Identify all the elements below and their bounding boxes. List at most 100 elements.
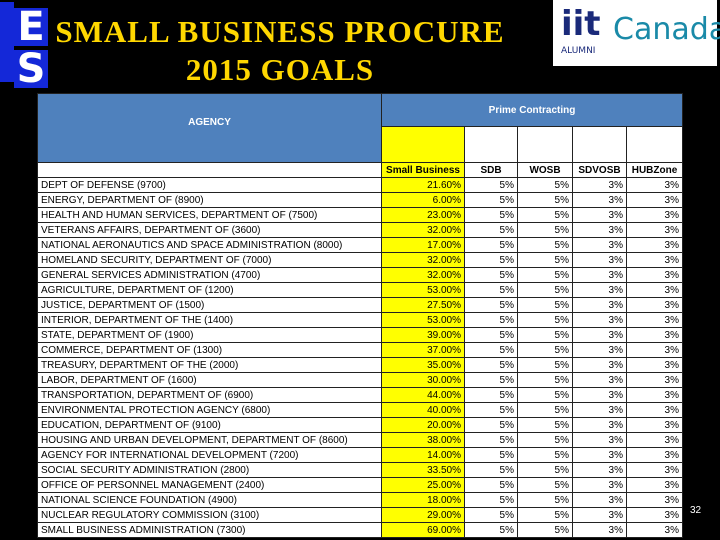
goal-cell: 40.00% xyxy=(381,402,465,418)
table-row: SMALL BUSINESS ADMINISTRATION (7300) 69.0… xyxy=(37,522,683,538)
agency-name: SOCIAL SECURITY ADMINISTRATION (2800) xyxy=(37,462,382,478)
goal-cell: 5% xyxy=(517,522,573,538)
column-header: SDVOSB xyxy=(572,162,627,178)
agency-name: JUSTICE, DEPARTMENT OF (1500) xyxy=(37,297,382,313)
agency-name: HOMELAND SECURITY, DEPARTMENT OF (7000) xyxy=(37,252,382,268)
goal-cell: 3% xyxy=(572,282,627,298)
goal-cell: 5% xyxy=(464,522,518,538)
goal-cell: 3% xyxy=(626,462,683,478)
logo-country: Canada xyxy=(613,12,720,47)
goal-cell: 3% xyxy=(572,372,627,388)
goal-cell: 3% xyxy=(572,252,627,268)
goal-cell: 5% xyxy=(464,447,518,463)
table-row: HEALTH AND HUMAN SERVICES, DEPARTMENT OF… xyxy=(37,207,683,223)
goal-cell: 5% xyxy=(517,237,573,253)
goal-cell: 5% xyxy=(464,372,518,388)
logo-letter: E xyxy=(14,8,48,46)
goal-cell: 5% xyxy=(464,387,518,403)
goal-cell: 5% xyxy=(517,462,573,478)
goal-cell: 32.00% xyxy=(381,267,465,283)
agency-name: NUCLEAR REGULATORY COMMISSION (3100) xyxy=(37,507,382,523)
goal-cell: 3% xyxy=(572,177,627,193)
goal-cell: 3% xyxy=(626,357,683,373)
goal-cell: 3% xyxy=(572,387,627,403)
title-line: 2015 GOALS xyxy=(185,52,375,87)
goal-cell: 29.00% xyxy=(381,507,465,523)
goal-cell: 33.50% xyxy=(381,462,465,478)
agency-name: SMALL BUSINESS ADMINISTRATION (7300) xyxy=(37,522,382,538)
goal-cell: 3% xyxy=(626,267,683,283)
table-row: DEPT OF DEFENSE (9700) 21.60% 5% 5% 3% 3% xyxy=(37,177,683,193)
table-row: JUSTICE, DEPARTMENT OF (1500) 27.50% 5% 5% 3… xyxy=(37,297,683,313)
table-row: INTERIOR, DEPARTMENT OF THE (1400) 53.00%… xyxy=(37,312,683,328)
logo-iit: iit xyxy=(561,4,601,44)
goal-cell: 3% xyxy=(626,522,683,538)
goal-cell: 5% xyxy=(464,402,518,418)
goal-cell: 5% xyxy=(517,312,573,328)
goal-cell: 3% xyxy=(626,207,683,223)
column-header: WOSB xyxy=(517,162,573,178)
table-row: VETERANS AFFAIRS, DEPARTMENT OF (3600) 32… xyxy=(37,222,683,238)
goal-cell: 5% xyxy=(517,447,573,463)
goal-cell: 5% xyxy=(517,402,573,418)
table-row: NATIONAL AERONAUTICS AND SPACE ADMINISTR… xyxy=(37,237,683,253)
goal-cell: 53.00% xyxy=(381,282,465,298)
goal-cell: 5% xyxy=(517,282,573,298)
goal-cell: 5% xyxy=(517,417,573,433)
agency-name: AGENCY FOR INTERNATIONAL DEVELOPMENT (72… xyxy=(37,447,382,463)
goal-cell: 69.00% xyxy=(381,522,465,538)
page-number: 32 xyxy=(690,505,702,516)
goal-cell: 5% xyxy=(517,342,573,358)
goal-cell: 3% xyxy=(572,462,627,478)
logo-letter: S xyxy=(14,50,48,88)
partner-logo: iit ALUMNI Canada xyxy=(553,0,720,66)
blank xyxy=(626,126,683,163)
agency-name: LABOR, DEPARTMENT OF (1600) xyxy=(37,372,382,388)
goal-cell: 5% xyxy=(517,297,573,313)
blank xyxy=(37,162,382,178)
goal-cell: 3% xyxy=(626,372,683,388)
goal-cell: 5% xyxy=(517,387,573,403)
table-row: AGENCY FOR INTERNATIONAL DEVELOPMENT (72… xyxy=(37,447,683,463)
goal-cell: 3% xyxy=(572,432,627,448)
goal-cell: 3% xyxy=(626,177,683,193)
table-row: COMMERCE, DEPARTMENT OF (1300) 37.00% 5% 5%… xyxy=(37,342,683,358)
agency-name: INTERIOR, DEPARTMENT OF THE (1400) xyxy=(37,312,382,328)
goal-cell: 27.50% xyxy=(381,297,465,313)
goal-cell: 3% xyxy=(572,402,627,418)
goal-cell: 3% xyxy=(626,477,683,493)
agency-name: HOUSING AND URBAN DEVELOPMENT, DEPARTMEN… xyxy=(37,432,382,448)
goal-cell: 5% xyxy=(464,462,518,478)
agency-name: STATE, DEPARTMENT OF (1900) xyxy=(37,327,382,343)
agency-name: OFFICE OF PERSONNEL MANAGEMENT (2400) xyxy=(37,477,382,493)
goal-cell: 6.00% xyxy=(381,192,465,208)
goal-cell: 3% xyxy=(626,447,683,463)
logo-alumni: ALUMNI xyxy=(561,46,596,56)
goal-cell: 14.00% xyxy=(381,447,465,463)
goal-cell: 5% xyxy=(517,267,573,283)
goal-cell: 3% xyxy=(626,387,683,403)
table-row: TRANSPORTATION, DEPARTMENT OF (6900) 44.0… xyxy=(37,387,683,403)
logo-bar xyxy=(0,2,14,82)
goal-cell: 32.00% xyxy=(381,252,465,268)
goal-cell: 5% xyxy=(464,477,518,493)
title-line: SMALL BUSINESS PROCURE xyxy=(55,14,505,49)
goal-cell: 39.00% xyxy=(381,327,465,343)
agency-name: EDUCATION, DEPARTMENT OF (9100) xyxy=(37,417,382,433)
goal-cell: 38.00% xyxy=(381,432,465,448)
goal-cell: 3% xyxy=(572,507,627,523)
goal-cell: 25.00% xyxy=(381,477,465,493)
goal-cell: 3% xyxy=(626,417,683,433)
goal-cell: 3% xyxy=(626,432,683,448)
table-row: NUCLEAR REGULATORY COMMISSION (3100) 29.0… xyxy=(37,507,683,523)
goal-cell: 3% xyxy=(572,237,627,253)
goal-cell: 3% xyxy=(572,267,627,283)
table-row: TREASURY, DEPARTMENT OF THE (2000) 35.00%… xyxy=(37,357,683,373)
goal-cell: 5% xyxy=(464,432,518,448)
goal-cell: 3% xyxy=(626,312,683,328)
goals-table: AGENCY Prime Contracting Small Business SD… xyxy=(37,92,683,538)
table-row: LABOR, DEPARTMENT OF (1600) 30.00% 5% 5% 3% 3… xyxy=(37,372,683,388)
agency-name: DEPT OF DEFENSE (9700) xyxy=(37,177,382,193)
goal-cell: 5% xyxy=(517,177,573,193)
goal-cell: 3% xyxy=(572,522,627,538)
